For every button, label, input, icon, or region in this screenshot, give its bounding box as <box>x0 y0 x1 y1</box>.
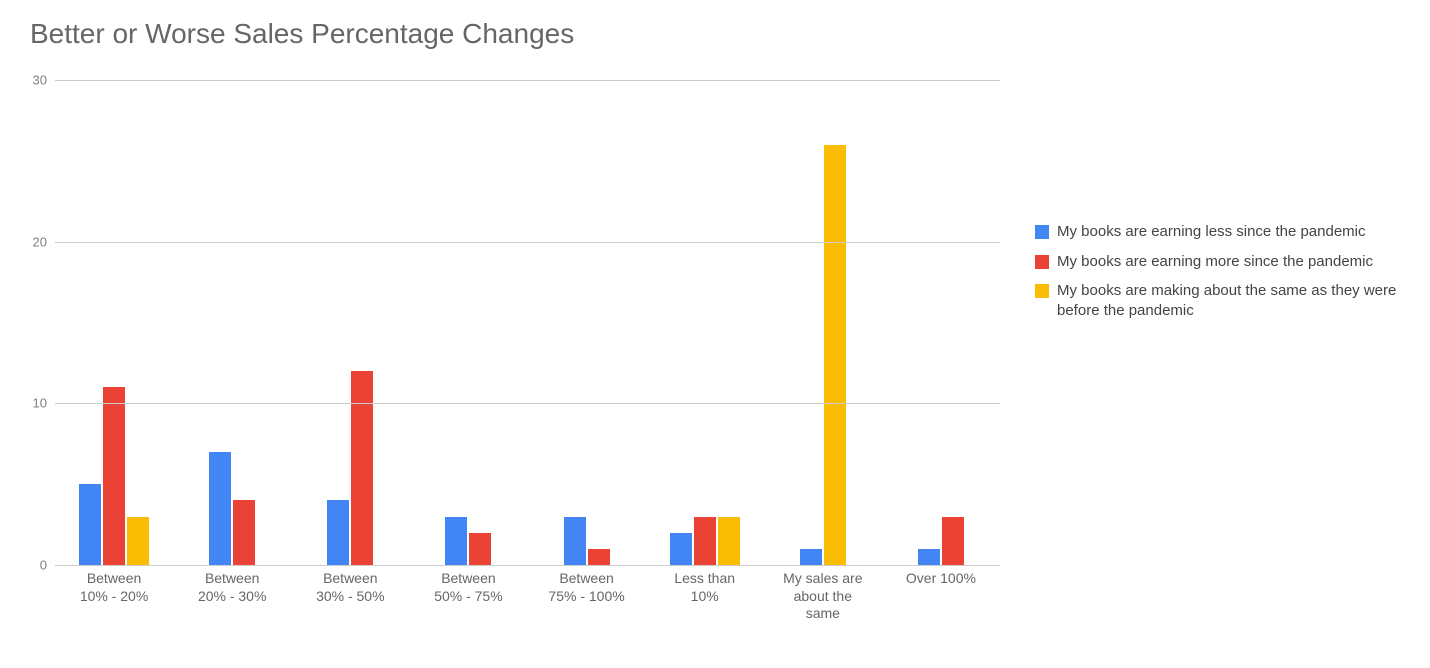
legend-swatch <box>1035 225 1049 239</box>
bar-cluster <box>646 80 764 565</box>
legend-swatch <box>1035 255 1049 269</box>
bar-cluster <box>55 80 173 565</box>
bar <box>718 517 740 566</box>
bar-group <box>882 80 1000 565</box>
xtick-label: Between75% - 100% <box>528 570 646 623</box>
bar <box>209 452 231 565</box>
gridline <box>55 242 1000 243</box>
bar <box>127 517 149 566</box>
bar <box>918 549 940 565</box>
x-axis-labels: Between10% - 20%Between20% - 30%Between3… <box>55 570 1000 623</box>
legend-item: My books are earning less since the pand… <box>1035 222 1405 242</box>
bar <box>103 387 125 565</box>
ytick-label: 10 <box>33 396 47 411</box>
bar <box>564 517 586 566</box>
gridline <box>55 403 1000 404</box>
bar-group <box>409 80 527 565</box>
bar-group <box>528 80 646 565</box>
xtick-label: Less than10% <box>646 570 764 623</box>
xtick-label: Over 100% <box>882 570 1000 623</box>
bar-group <box>55 80 173 565</box>
bar-groups <box>55 80 1000 565</box>
bar-group <box>646 80 764 565</box>
gridline <box>55 80 1000 81</box>
bar-cluster <box>882 80 1000 565</box>
bar <box>469 533 491 565</box>
ytick-label: 20 <box>33 234 47 249</box>
chart-title: Better or Worse Sales Percentage Changes <box>30 18 574 50</box>
xtick-label: Between50% - 75% <box>409 570 527 623</box>
legend-label: My books are making about the same as th… <box>1057 281 1405 320</box>
bar-cluster <box>764 80 882 565</box>
bar <box>942 517 964 566</box>
bar-group <box>173 80 291 565</box>
legend-swatch <box>1035 284 1049 298</box>
bar <box>79 484 101 565</box>
legend-label: My books are earning more since the pand… <box>1057 252 1373 272</box>
bar-cluster <box>409 80 527 565</box>
bar-group <box>291 80 409 565</box>
bar <box>800 549 822 565</box>
bar <box>694 517 716 566</box>
legend-label: My books are earning less since the pand… <box>1057 222 1366 242</box>
plot-area: 0102030 <box>55 80 1000 565</box>
legend-item: My books are making about the same as th… <box>1035 281 1405 320</box>
gridline <box>55 565 1000 566</box>
xtick-label: Between10% - 20% <box>55 570 173 623</box>
ytick-label: 30 <box>33 73 47 88</box>
bar <box>233 500 255 565</box>
xtick-label: Between20% - 30% <box>173 570 291 623</box>
bar <box>445 517 467 566</box>
bar-cluster <box>173 80 291 565</box>
bar-cluster <box>528 80 646 565</box>
sales-change-chart: Better or Worse Sales Percentage Changes… <box>0 0 1430 668</box>
xtick-label: Between30% - 50% <box>291 570 409 623</box>
ytick-label: 0 <box>40 558 47 573</box>
bar <box>327 500 349 565</box>
legend: My books are earning less since the pand… <box>1035 222 1405 330</box>
legend-item: My books are earning more since the pand… <box>1035 252 1405 272</box>
xtick-label: My sales areabout thesame <box>764 570 882 623</box>
bar <box>588 549 610 565</box>
bar <box>351 371 373 565</box>
bar-cluster <box>291 80 409 565</box>
bar <box>824 145 846 565</box>
bar <box>670 533 692 565</box>
bar-group <box>764 80 882 565</box>
